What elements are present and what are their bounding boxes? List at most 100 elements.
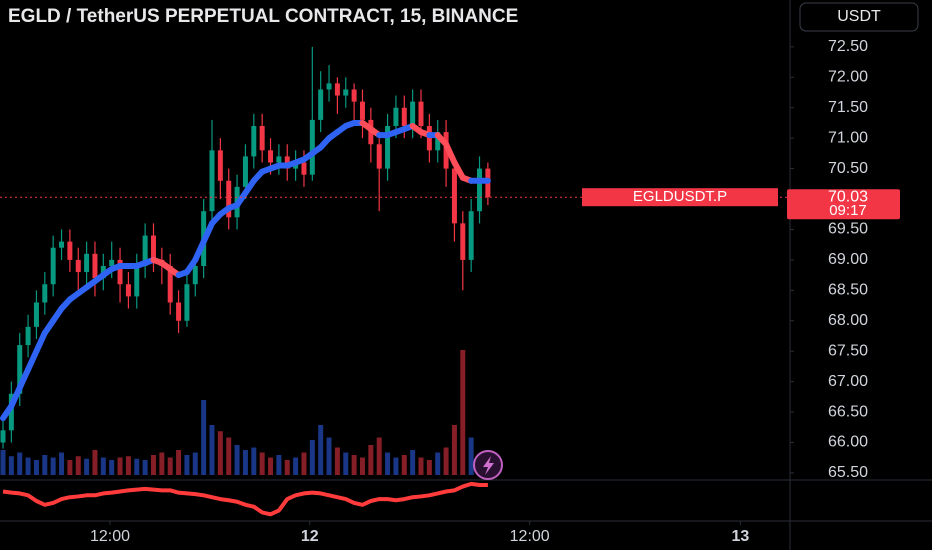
currency-button[interactable] <box>799 2 919 32</box>
candle-body <box>150 235 156 260</box>
volume-bar <box>134 458 140 475</box>
volume-bar <box>293 457 299 475</box>
volume-bar <box>368 445 374 475</box>
y-tick-label: 72.00 <box>828 69 868 86</box>
candle-body <box>435 132 441 151</box>
volume-bar <box>209 425 215 475</box>
volume-bar <box>42 455 48 475</box>
ma-line <box>8 384 23 409</box>
candle-body <box>84 253 90 273</box>
x-tick-label: 12:00 <box>510 528 550 545</box>
candle-body <box>301 162 307 175</box>
candle-body <box>259 125 265 151</box>
volume-bar <box>410 450 416 475</box>
volume-bar <box>343 452 349 475</box>
candle-body <box>167 265 173 303</box>
y-tick-label: 68.50 <box>828 282 868 299</box>
volume-bar <box>192 452 198 475</box>
candle-body <box>226 180 232 218</box>
candle-body <box>50 247 56 285</box>
plot-area <box>0 46 790 517</box>
candle-body <box>268 150 274 163</box>
candle-body <box>8 393 14 431</box>
chart-title: EGLD / TetherUS PERPETUAL CONTRACT, 15, … <box>8 6 518 27</box>
volume-bar <box>33 460 39 475</box>
x-tick-label: 12 <box>301 528 319 545</box>
y-tick-label: 65.50 <box>828 464 868 481</box>
y-tick-label: 68.00 <box>828 312 868 329</box>
volume-bar <box>234 445 240 475</box>
candle-body <box>59 241 65 248</box>
volume-bar <box>117 457 123 475</box>
candle-body <box>251 125 257 157</box>
volume-bar <box>17 452 23 475</box>
currency-label[interactable]: USDT <box>837 8 881 25</box>
ma-line <box>16 366 32 391</box>
volume-bar <box>159 452 165 475</box>
volume-bar <box>67 460 73 475</box>
y-tick-label: 66.00 <box>828 434 868 451</box>
candle-body <box>134 265 140 297</box>
candle-body <box>309 119 315 175</box>
lightning-icon <box>483 456 494 475</box>
y-tick-label: 67.00 <box>828 373 868 390</box>
y-tick-label: 67.50 <box>828 342 868 359</box>
candle-body <box>25 326 31 346</box>
ma-line <box>25 348 40 373</box>
volume-bar <box>75 456 81 475</box>
volume-bar <box>109 460 115 475</box>
ma-line <box>33 329 48 355</box>
volume-bar <box>334 447 340 475</box>
volume-bar <box>167 457 173 475</box>
volume-bar <box>376 437 382 475</box>
x-tick-label: 12:00 <box>90 528 130 545</box>
volume-bar <box>176 450 182 475</box>
y-tick-label: 71.50 <box>828 99 868 116</box>
volume-bar <box>284 460 290 475</box>
candle-body <box>67 241 73 260</box>
volume-bar <box>351 455 357 475</box>
candle-body <box>217 150 223 181</box>
y-tick-label: 71.00 <box>828 129 868 146</box>
symbol-label: EGLDUSDT.P <box>633 188 727 205</box>
volume-bar <box>418 457 424 475</box>
candle-body <box>176 302 182 321</box>
ma-line <box>192 238 207 263</box>
last-price-label: 70.03 <box>828 188 868 205</box>
volume-bar <box>460 350 466 475</box>
volume-bar <box>468 437 474 475</box>
volume-bar <box>268 457 274 475</box>
candle-body <box>192 265 198 285</box>
candle-body <box>0 430 6 443</box>
candle-body <box>117 259 123 285</box>
title-area: EGLD / TetherUS PERPETUAL CONTRACT, 15, … <box>8 6 518 27</box>
candle-body <box>242 156 248 187</box>
volume-bar <box>393 457 399 475</box>
volume-bar <box>259 452 265 475</box>
candle-body <box>351 89 357 102</box>
candle-body <box>75 259 81 273</box>
volume-bar <box>318 425 324 475</box>
candle-body <box>184 284 190 321</box>
candle-body <box>477 168 483 212</box>
candle-body <box>334 83 340 96</box>
volume-bar <box>50 457 56 475</box>
volume-bar <box>142 460 148 475</box>
ma-line <box>200 220 216 245</box>
volume-bar <box>25 457 31 475</box>
volume-bar <box>201 400 207 475</box>
volume-bar <box>217 431 223 475</box>
last-price-box <box>787 189 900 220</box>
volume-bar <box>8 456 14 475</box>
candle-body <box>451 168 457 224</box>
candle-body <box>17 345 23 394</box>
volume-bar <box>226 437 232 475</box>
candle-body <box>468 211 474 260</box>
volume-bar <box>451 425 457 475</box>
candle-body <box>209 150 215 212</box>
candle-body <box>125 284 131 297</box>
volume-bar <box>242 450 248 475</box>
candle-body <box>418 101 424 126</box>
ma-line <box>443 141 458 166</box>
